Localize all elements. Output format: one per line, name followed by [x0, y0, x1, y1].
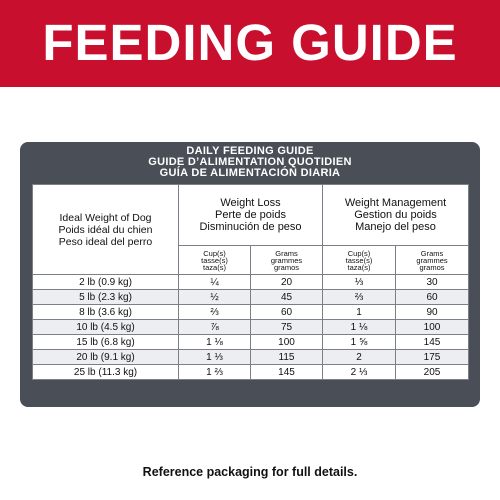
loss-grams-cell: 60 [250, 304, 323, 320]
header-line: Gestion du poids [354, 209, 437, 221]
subheader-line: taza(s) [203, 262, 226, 272]
table-row: 15 lb (6.8 kg) 1 ⅛ 100 1 ⅝ 145 [32, 334, 469, 350]
page-title: FEEDING GUIDE [42, 14, 458, 71]
header-line: Disminución de peso [199, 221, 302, 233]
subheader-line: tasse(s) [345, 255, 373, 265]
table-row: 5 lb (2.3 kg) ½ 45 ⅔ 60 [32, 289, 469, 305]
mgmt-cup-cell: 1 [322, 304, 396, 320]
subheader-line: gramos [273, 262, 299, 272]
mgmt-grams-cell: 30 [395, 274, 469, 290]
header-line: Weight Loss [220, 197, 281, 209]
mgmt-grams-cell: 100 [395, 319, 469, 335]
mgmt-grams-cell: 90 [395, 304, 469, 320]
header-line: Manejo del peso [355, 221, 436, 233]
header-line: Perte de poids [215, 209, 286, 221]
subheader-line: taza(s) [347, 262, 371, 272]
mgmt-grams-cell: 60 [395, 289, 469, 305]
subheader-line: Grams [275, 248, 298, 258]
card-title: DAILY FEEDING GUIDE GUIDE D’ALIMENTATION… [20, 142, 480, 188]
subheader-line: gramos [419, 262, 445, 272]
weight-cell: 2 lb (0.9 kg) [32, 274, 179, 290]
header-line: Ideal Weight of Dog [59, 211, 152, 224]
grams-subheader: Grams grammes gramos [395, 245, 469, 275]
footer-note: Reference packaging for full details. [142, 465, 358, 479]
table-row: 25 lb (11.3 kg) 1 ⅔ 145 2 ⅓ 205 [32, 364, 469, 380]
subheader-line: Grams [420, 248, 444, 258]
header-line: Poids idéal du chien [58, 223, 153, 236]
grams-subheader: Grams grammes gramos [250, 245, 323, 275]
weight-cell: 20 lb (9.1 kg) [32, 349, 179, 365]
weight-cell: 8 lb (3.6 kg) [32, 304, 179, 320]
card-title-line: GUÍA DE ALIMENTACIÓN DIARIA [159, 167, 341, 179]
loss-cup-cell: ⅞ [178, 319, 251, 335]
mgmt-cup-cell: 1 ⅝ [322, 334, 396, 350]
ideal-weight-header: Ideal Weight of Dog Poids idéal du chien… [32, 184, 179, 275]
loss-grams-cell: 115 [250, 349, 323, 365]
loss-grams-cell: 145 [250, 364, 323, 380]
table-row: 20 lb (9.1 kg) 1 ⅓ 115 2 175 [32, 349, 469, 365]
weight-cell: 10 lb (4.5 kg) [32, 319, 179, 335]
subheader-line: grammes [270, 255, 303, 265]
weight-cell: 5 lb (2.3 kg) [32, 289, 179, 305]
mgmt-grams-cell: 205 [395, 364, 469, 380]
header-line: Peso ideal del perro [58, 235, 153, 248]
weight-loss-header: Weight Loss Perte de poids Disminución d… [178, 184, 323, 246]
mgmt-grams-cell: 175 [395, 349, 469, 365]
feeding-guide-card: DAILY FEEDING GUIDE GUIDE D’ALIMENTATION… [20, 142, 480, 407]
card-title-line: GUIDE D’ALIMENTATION QUOTIDIEN [148, 156, 352, 168]
loss-grams-cell: 45 [250, 289, 323, 305]
weight-cell: 15 lb (6.8 kg) [32, 334, 179, 350]
loss-grams-cell: 75 [250, 319, 323, 335]
loss-grams-cell: 20 [250, 274, 323, 290]
loss-cup-cell: 1 ⅓ [178, 349, 251, 365]
table-row: 8 lb (3.6 kg) ⅔ 60 1 90 [32, 304, 469, 320]
header-line: Weight Management [344, 197, 447, 209]
subheader-line: tasse(s) [201, 255, 228, 265]
loss-cup-cell: ¼ [178, 274, 251, 290]
subheader-line: Cup(s) [347, 248, 371, 258]
loss-cup-cell: ⅔ [178, 304, 251, 320]
subheader-line: Cup(s) [203, 248, 226, 258]
loss-cup-cell: ½ [178, 289, 251, 305]
header-banner: FEEDING GUIDE [0, 0, 500, 87]
loss-cup-cell: 1 ⅛ [178, 334, 251, 350]
mgmt-cup-cell: ⅔ [322, 289, 396, 305]
cup-subheader: Cup(s) tasse(s) taza(s) [178, 245, 251, 275]
mgmt-cup-cell: ⅓ [322, 274, 396, 290]
card-title-line: DAILY FEEDING GUIDE [186, 145, 314, 157]
mgmt-cup-cell: 2 [322, 349, 396, 365]
subheader-line: grammes [416, 255, 448, 265]
weight-cell: 25 lb (11.3 kg) [32, 364, 179, 380]
table-row: 2 lb (0.9 kg) ¼ 20 ⅓ 30 [32, 274, 469, 290]
mgmt-grams-cell: 145 [395, 334, 469, 350]
mgmt-cup-cell: 2 ⅓ [322, 364, 396, 380]
weight-management-header: Weight Management Gestion du poids Manej… [322, 184, 469, 246]
table-row: 10 lb (4.5 kg) ⅞ 75 1 ⅛ 100 [32, 319, 469, 335]
loss-grams-cell: 100 [250, 334, 323, 350]
cup-subheader: Cup(s) tasse(s) taza(s) [322, 245, 396, 275]
mgmt-cup-cell: 1 ⅛ [322, 319, 396, 335]
loss-cup-cell: 1 ⅔ [178, 364, 251, 380]
feeding-table: Ideal Weight of Dog Poids idéal du chien… [32, 184, 469, 380]
